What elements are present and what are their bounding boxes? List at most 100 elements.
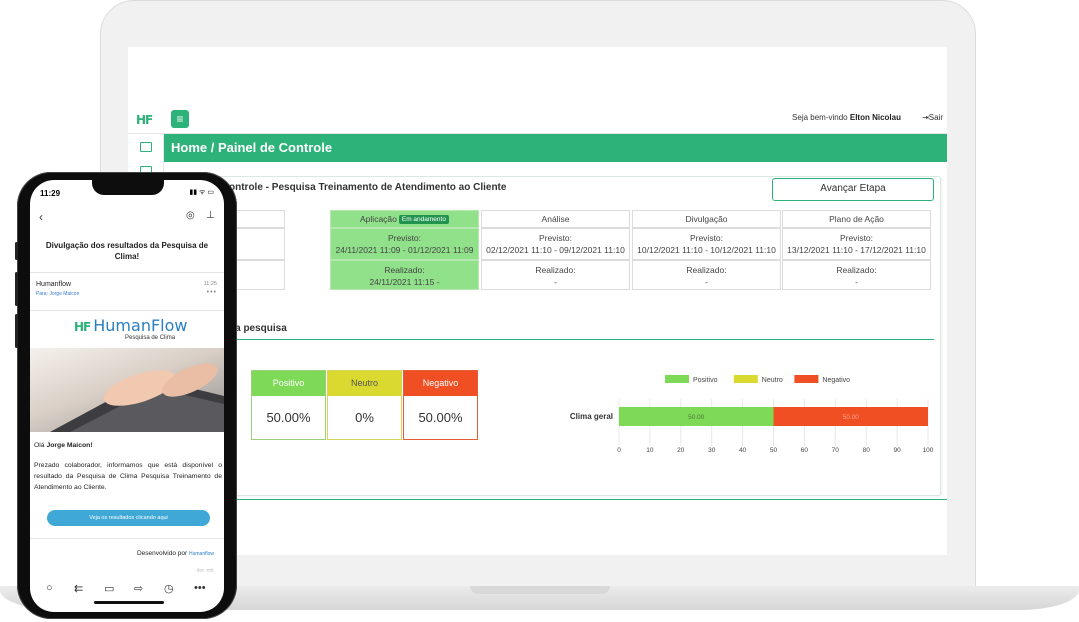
- developed-by: Desenvolvido por Humanflow: [137, 550, 214, 557]
- logout-link[interactable]: ⇥Sair: [922, 113, 943, 122]
- done-label: Realizado:: [836, 265, 877, 275]
- legend-label: Positivo: [693, 377, 718, 384]
- bar-negativo: [773, 407, 928, 426]
- section-divider: [229, 339, 934, 340]
- x-tick-label: 0: [617, 447, 621, 454]
- result-positivo: Positivo 50.00%: [251, 370, 326, 440]
- x-tick-label: 40: [739, 447, 747, 454]
- planned-value: 10/12/2021 11:10 - 10/12/2021 11:10: [637, 245, 776, 255]
- x-tick-label: 20: [677, 447, 685, 454]
- category-label: Clima geral: [570, 412, 613, 421]
- archive-icon[interactable]: ▭: [104, 583, 115, 595]
- humanflow-logo: HF HumanFlow: [74, 316, 187, 335]
- status-badge: Em andamento: [398, 215, 449, 224]
- stage-done: Realizado: -: [632, 260, 781, 290]
- keyboard-hands-image: [30, 348, 224, 432]
- bar-positivo: [619, 407, 774, 426]
- planned-label: Previsto:: [839, 233, 874, 243]
- app-logo[interactable]: HF: [136, 113, 153, 127]
- result-label: Neutro: [328, 371, 401, 396]
- mail-sender[interactable]: Humanflow: [36, 281, 72, 288]
- brand-mark: HF: [74, 320, 91, 334]
- result-negativo: Negativo 50.00%: [403, 370, 478, 440]
- result-value: 50.00%: [418, 410, 463, 425]
- stage-planned: Previsto: 13/12/2021 11:10 - 17/12/2021 1…: [782, 228, 931, 260]
- x-tick-label: 10: [646, 447, 654, 454]
- legend-label: Negativo: [822, 377, 850, 384]
- clock-icon[interactable]: ◷: [164, 583, 174, 595]
- stage-label: Aplicação: [360, 214, 397, 224]
- planned-value: 02/12/2021 11:10 - 09/12/2021 11:10: [486, 245, 625, 255]
- result-neutro: Neutro 0%: [327, 370, 402, 440]
- keyboard-keys: [70, 388, 224, 432]
- done-label: Realizado:: [535, 265, 576, 275]
- laptop-notch: [470, 586, 610, 594]
- legend-swatch-positivo: [665, 375, 689, 383]
- advance-stage-button[interactable]: Avançar Etapa: [772, 178, 934, 201]
- legend-label: Neutro: [762, 377, 783, 384]
- greeting-prefix: Olá: [34, 442, 45, 449]
- result-value: 0%: [355, 410, 374, 425]
- brand-subtitle: Pesquisa de Clima: [125, 335, 176, 341]
- phone-side-button: [15, 242, 18, 260]
- circle-icon[interactable]: ○: [46, 582, 53, 594]
- view-results-button[interactable]: Veja os resultados clicando aqui: [47, 510, 210, 526]
- developed-by-label: Desenvolvido por: [136, 550, 188, 557]
- status-icons: ▮▮ ᯤ ▭: [189, 189, 214, 196]
- dashboard-icon[interactable]: [140, 142, 152, 152]
- user-name: Elton Nicolau: [849, 113, 901, 122]
- pin-icon[interactable]: ⊥: [206, 210, 215, 221]
- back-chevron-icon[interactable]: ‹: [39, 210, 43, 224]
- account-icon[interactable]: ◎: [186, 210, 195, 221]
- done-value: -: [554, 277, 557, 287]
- stage-analise[interactable]: Análise Previsto: 02/12/2021 11:10 - 09/1…: [481, 210, 630, 290]
- phone-screen: 11:29 ▮▮ ᯤ ▭ ‹ ◎ ⊥ Divulgação dos result…: [30, 180, 224, 612]
- status-time: 11:29: [40, 189, 61, 198]
- laptop-screen: HF ≡ Seja bem-vindo Elton Nicolau ⇥Sair …: [128, 47, 947, 555]
- more-actions-icon[interactable]: •••: [194, 582, 206, 594]
- done-value: -: [705, 277, 708, 287]
- done-value: -: [855, 277, 858, 287]
- x-tick-label: 80: [863, 447, 871, 454]
- stage-name: Plano de Ação: [782, 210, 931, 228]
- more-icon[interactable]: •••: [206, 289, 217, 296]
- logout-icon: ⇥: [922, 113, 929, 122]
- planned-label: Previsto:: [689, 233, 724, 243]
- welcome-prefix: Seja bem-vindo: [792, 113, 848, 122]
- control-panel-card: ontrole - Pesquisa Treinamento de Atendi…: [136, 176, 941, 496]
- done-label: Realizado:: [384, 265, 425, 275]
- page-header: Home / Painel de Controle: [164, 134, 947, 162]
- planned-value: 24/11/2021 11:09 - 01/12/2021 11:09: [335, 245, 474, 255]
- reply-icon[interactable]: ⇇: [74, 583, 84, 595]
- forward-icon[interactable]: ⇨: [134, 583, 144, 595]
- climate-chart: 0 10 20 30 40 50 60 70 80 90 100 Clima geral 50.00 50…: [570, 375, 934, 454]
- x-tick-label: 30: [708, 447, 716, 454]
- prev-next-arrows-icon[interactable]: ⇦ ⇨: [196, 565, 214, 575]
- divider: [30, 538, 224, 539]
- stage-plano-de-acao[interactable]: Plano de Ação Previsto: 13/12/2021 11:10 …: [782, 210, 931, 290]
- phone-frame: 11:29 ▮▮ ᯤ ▭ ‹ ◎ ⊥ Divulgação dos result…: [15, 172, 237, 619]
- done-value: 24/11/2021 11:15 -: [369, 277, 440, 287]
- stage-name: Análise: [481, 210, 630, 228]
- stage-name: Aplicação Em andamento: [330, 210, 479, 228]
- page-title: Home / Painel de Controle: [171, 140, 333, 155]
- developer-logo: Humanflow: [188, 551, 214, 557]
- hamburger-menu-button[interactable]: ≡: [171, 110, 189, 128]
- planned-label: Previsto:: [538, 233, 573, 243]
- result-value: 50.00%: [266, 410, 311, 425]
- stage-name: Divulgação: [632, 210, 781, 228]
- result-label: Negativo: [404, 371, 477, 396]
- result-label: Positivo: [252, 371, 325, 396]
- stage-done: Realizado: 24/11/2021 11:15 -: [330, 260, 479, 290]
- logout-label: Sair: [928, 113, 943, 122]
- divider: [30, 310, 224, 311]
- stage-aplicacao[interactable]: Aplicação Em andamento Previsto: 24/11/202…: [330, 210, 479, 290]
- hero-illustration: [50, 363, 224, 432]
- stage-done: Realizado: -: [481, 260, 630, 290]
- mail-recipient[interactable]: Para: Jorge Maicon: [36, 291, 80, 297]
- phone-side-button: [15, 314, 18, 348]
- planned-value: 13/12/2021 11:10 - 17/12/2021 11:10: [787, 245, 926, 255]
- planned-label: Previsto:: [387, 233, 422, 243]
- stage-divulgacao[interactable]: Divulgação Previsto: 10/12/2021 11:10 - 1…: [632, 210, 781, 290]
- footer-divider: [164, 499, 947, 500]
